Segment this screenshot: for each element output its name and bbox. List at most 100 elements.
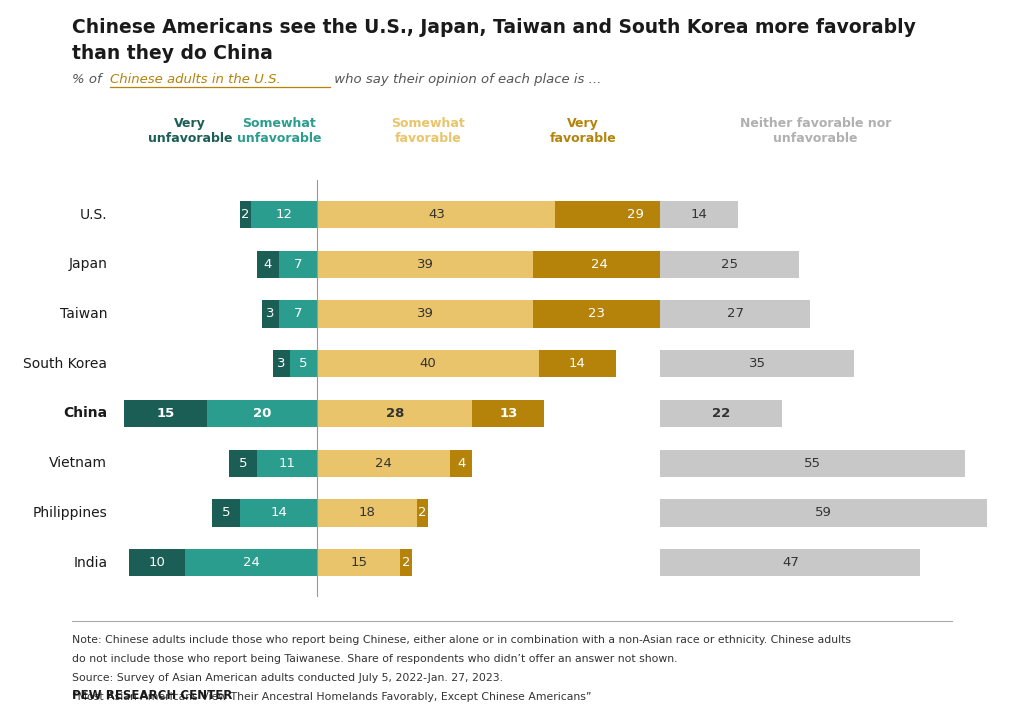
Bar bbox=[660, 549, 921, 577]
Text: 2: 2 bbox=[419, 506, 427, 520]
Text: 18: 18 bbox=[358, 506, 376, 520]
Bar bbox=[660, 301, 810, 327]
Bar bbox=[417, 499, 428, 527]
Text: 15: 15 bbox=[350, 556, 368, 569]
Bar bbox=[317, 301, 534, 327]
Text: Somewhat
unfavorable: Somewhat unfavorable bbox=[237, 117, 321, 145]
Text: 24: 24 bbox=[591, 258, 608, 271]
Bar bbox=[660, 450, 965, 477]
Bar bbox=[660, 251, 799, 278]
Text: 47: 47 bbox=[782, 556, 799, 569]
Bar bbox=[555, 201, 716, 228]
Text: 11: 11 bbox=[279, 457, 296, 470]
Text: U.S.: U.S. bbox=[80, 208, 108, 222]
Text: 2: 2 bbox=[401, 556, 411, 569]
Bar bbox=[184, 549, 317, 577]
Text: Chinese Americans see the U.S., Japan, Taiwan and South Korea more favorably: Chinese Americans see the U.S., Japan, T… bbox=[72, 18, 915, 37]
Text: India: India bbox=[73, 555, 108, 570]
Text: who say their opinion of each place is ...: who say their opinion of each place is .… bbox=[330, 73, 601, 85]
Bar bbox=[273, 350, 290, 377]
Text: than they do China: than they do China bbox=[72, 44, 272, 63]
Text: 29: 29 bbox=[627, 208, 644, 221]
Bar bbox=[400, 549, 412, 577]
Bar bbox=[660, 350, 854, 377]
Bar bbox=[660, 499, 987, 527]
Bar bbox=[317, 201, 555, 228]
Text: Neither favorable nor
unfavorable: Neither favorable nor unfavorable bbox=[739, 117, 891, 145]
Bar bbox=[262, 301, 279, 327]
Text: 24: 24 bbox=[243, 556, 259, 569]
Bar bbox=[451, 450, 472, 477]
Text: % of: % of bbox=[72, 73, 105, 85]
Text: South Korea: South Korea bbox=[24, 357, 108, 371]
Text: 4: 4 bbox=[263, 258, 272, 271]
Text: 23: 23 bbox=[589, 308, 605, 320]
Bar bbox=[317, 400, 472, 427]
Text: 5: 5 bbox=[222, 506, 230, 520]
Text: PEW RESEARCH CENTER: PEW RESEARCH CENTER bbox=[72, 689, 232, 701]
Bar bbox=[472, 400, 545, 427]
Bar bbox=[229, 450, 257, 477]
Text: 14: 14 bbox=[569, 357, 586, 370]
Text: 35: 35 bbox=[749, 357, 766, 370]
Text: Taiwan: Taiwan bbox=[59, 307, 108, 321]
Text: 43: 43 bbox=[428, 208, 444, 221]
Text: Japan: Japan bbox=[69, 257, 108, 271]
Text: Source: Survey of Asian American adults conducted July 5, 2022-Jan. 27, 2023.: Source: Survey of Asian American adults … bbox=[72, 673, 503, 683]
Text: 2: 2 bbox=[242, 208, 250, 221]
Bar bbox=[317, 499, 417, 527]
Bar bbox=[212, 499, 240, 527]
Text: 7: 7 bbox=[294, 258, 302, 271]
Text: Chinese adults in the U.S.: Chinese adults in the U.S. bbox=[110, 73, 281, 85]
Text: 24: 24 bbox=[376, 457, 392, 470]
Text: do not include those who report being Taiwanese. Share of respondents who didn’t: do not include those who report being Ta… bbox=[72, 654, 677, 664]
Text: 12: 12 bbox=[275, 208, 293, 221]
Text: 22: 22 bbox=[713, 407, 730, 420]
Text: 10: 10 bbox=[148, 556, 166, 569]
Text: “Most Asian Americans View Their Ancestral Homelands Favorably, Except Chinese A: “Most Asian Americans View Their Ancestr… bbox=[72, 692, 591, 702]
Text: 14: 14 bbox=[691, 208, 708, 221]
Bar bbox=[317, 350, 539, 377]
Bar bbox=[660, 400, 782, 427]
Bar bbox=[279, 301, 317, 327]
Text: 28: 28 bbox=[386, 407, 404, 420]
Bar bbox=[317, 450, 451, 477]
Text: 4: 4 bbox=[457, 457, 466, 470]
Bar bbox=[539, 350, 616, 377]
Bar bbox=[534, 301, 660, 327]
Text: Philippines: Philippines bbox=[33, 506, 108, 520]
Text: 20: 20 bbox=[253, 407, 271, 420]
Bar bbox=[129, 549, 184, 577]
Text: Vietnam: Vietnam bbox=[49, 456, 108, 470]
Bar bbox=[534, 251, 666, 278]
Text: 13: 13 bbox=[499, 407, 517, 420]
Bar bbox=[207, 400, 317, 427]
Bar bbox=[279, 251, 317, 278]
Text: 39: 39 bbox=[417, 258, 434, 271]
Bar bbox=[124, 400, 207, 427]
Bar bbox=[317, 251, 534, 278]
Text: 14: 14 bbox=[270, 506, 287, 520]
Text: 39: 39 bbox=[417, 308, 434, 320]
Text: 59: 59 bbox=[815, 506, 833, 520]
Text: 3: 3 bbox=[278, 357, 286, 370]
Text: China: China bbox=[63, 406, 108, 420]
Text: 5: 5 bbox=[239, 457, 247, 470]
Text: Somewhat
favorable: Somewhat favorable bbox=[391, 117, 465, 145]
Text: 15: 15 bbox=[157, 407, 174, 420]
Text: Very
favorable: Very favorable bbox=[550, 117, 616, 145]
Bar bbox=[257, 450, 317, 477]
Text: 7: 7 bbox=[294, 308, 302, 320]
Bar bbox=[240, 499, 317, 527]
Text: 55: 55 bbox=[804, 457, 821, 470]
Bar bbox=[660, 201, 738, 228]
Text: 25: 25 bbox=[721, 258, 738, 271]
Text: Note: Chinese adults include those who report being Chinese, either alone or in : Note: Chinese adults include those who r… bbox=[72, 635, 851, 645]
Text: 40: 40 bbox=[420, 357, 436, 370]
Text: 3: 3 bbox=[266, 308, 274, 320]
Bar bbox=[257, 251, 279, 278]
Bar bbox=[317, 549, 400, 577]
Bar bbox=[251, 201, 317, 228]
Text: 5: 5 bbox=[299, 357, 308, 370]
Bar bbox=[290, 350, 317, 377]
